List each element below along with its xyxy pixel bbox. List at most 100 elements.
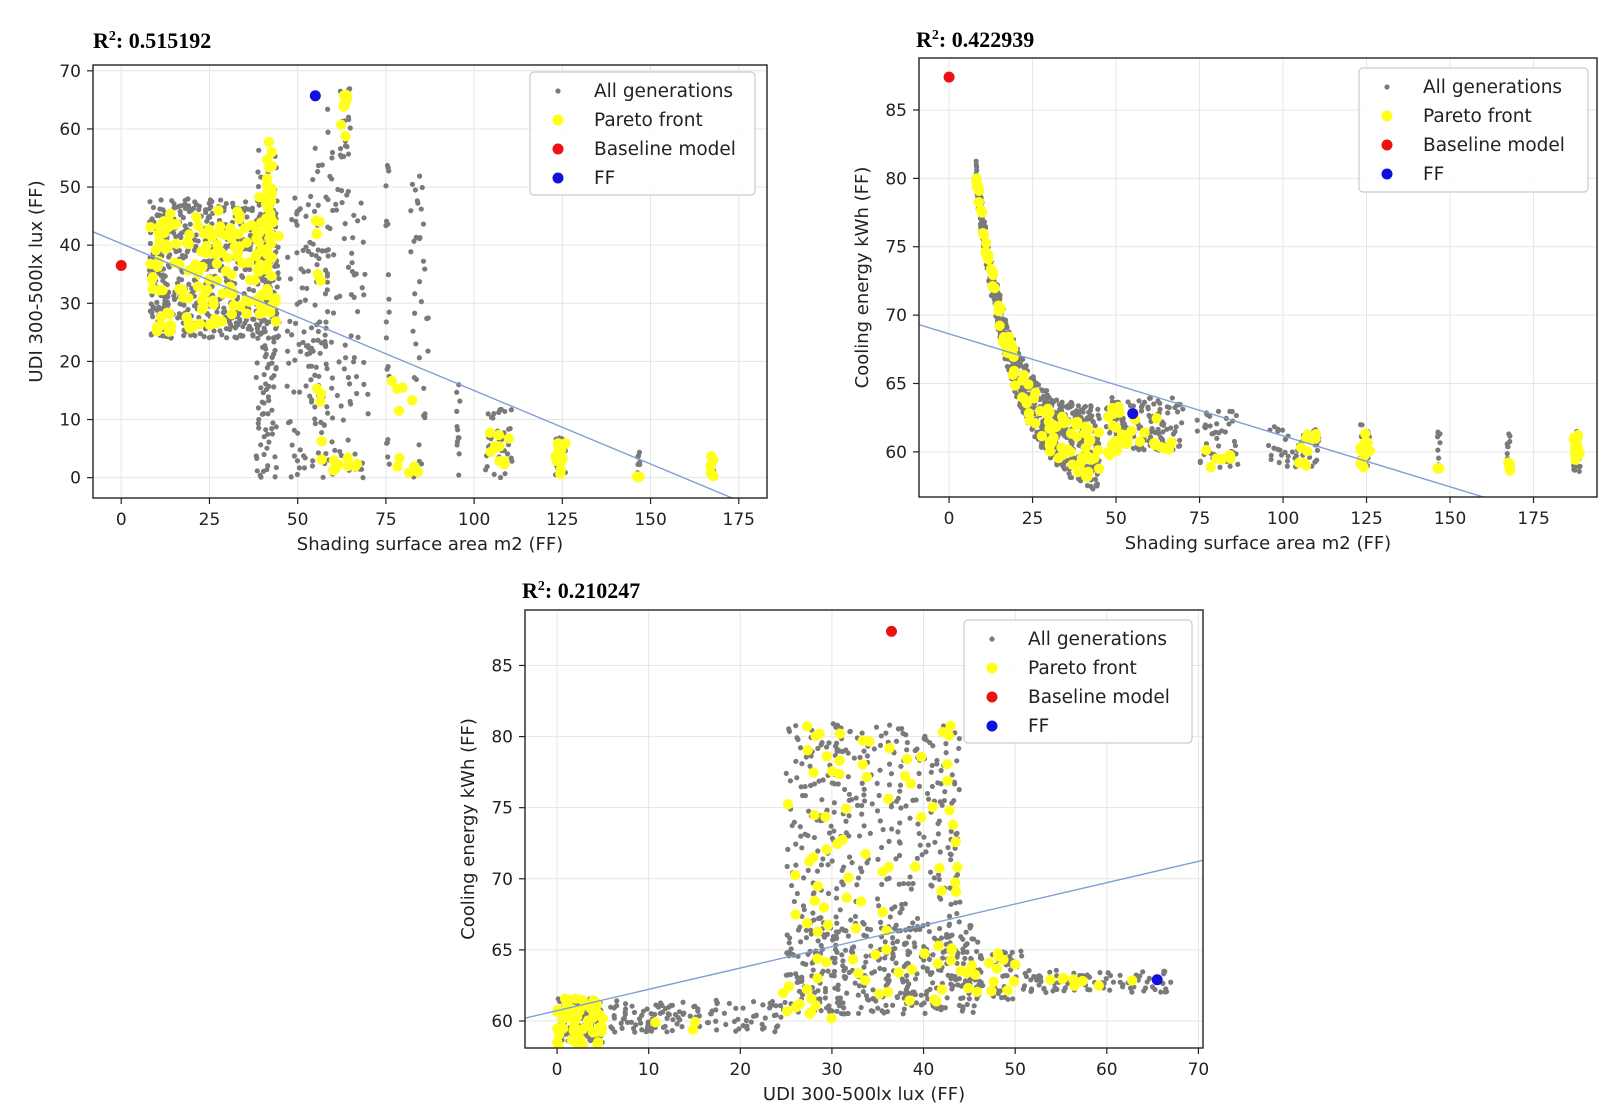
pareto-front-point bbox=[902, 753, 913, 765]
all-generations-point bbox=[624, 1019, 631, 1025]
all-generations-point bbox=[1097, 969, 1103, 976]
all-generations-point bbox=[1152, 429, 1158, 436]
all-generations-point bbox=[680, 999, 686, 1005]
all-generations-point bbox=[960, 961, 967, 967]
all-generations-point bbox=[1160, 429, 1166, 435]
pareto-front-point bbox=[1003, 331, 1015, 342]
all-generations-point bbox=[355, 308, 361, 315]
pareto-front-point bbox=[314, 216, 326, 228]
all-generations-point bbox=[362, 271, 368, 277]
pareto-front-point bbox=[265, 213, 276, 224]
pareto-front-point bbox=[1028, 393, 1039, 404]
all-generations-point bbox=[891, 925, 898, 931]
pareto-front-point bbox=[794, 998, 805, 1010]
pareto-front-point bbox=[1008, 976, 1020, 987]
all-generations-point bbox=[1436, 455, 1442, 461]
x-axis-label: Shading surface area m2 (FF) bbox=[1125, 533, 1391, 554]
all-generations-point bbox=[1140, 969, 1146, 975]
y-tick-label: 40 bbox=[59, 236, 81, 256]
all-generations-point bbox=[977, 978, 983, 984]
pareto-front-point bbox=[932, 958, 944, 969]
pareto-front-point bbox=[899, 770, 911, 782]
all-generations-point bbox=[835, 982, 841, 988]
all-generations-point bbox=[454, 424, 460, 430]
pareto-front-point bbox=[226, 309, 238, 320]
pareto-front-point bbox=[884, 742, 895, 754]
y-tick-label: 85 bbox=[491, 656, 513, 676]
all-generations-point bbox=[708, 1011, 714, 1017]
all-generations-point bbox=[970, 1009, 976, 1015]
all-generations-point bbox=[818, 1008, 824, 1014]
pareto-front-point bbox=[778, 461, 788, 471]
y-tick-label: 10 bbox=[59, 411, 81, 431]
pareto-front-point bbox=[316, 436, 328, 447]
all-generations-point bbox=[883, 976, 889, 982]
all-generations-point bbox=[660, 1024, 667, 1031]
pareto-front-point bbox=[216, 247, 227, 259]
all-generations-point bbox=[910, 880, 916, 887]
y-tick-label: 65 bbox=[491, 941, 513, 961]
all-generations-point bbox=[853, 795, 859, 801]
all-generations-point bbox=[952, 900, 959, 906]
all-generations-point bbox=[1075, 476, 1081, 482]
all-generations-point bbox=[167, 252, 173, 258]
pareto-front-point bbox=[1201, 444, 1212, 456]
pareto-front-point bbox=[1075, 465, 1087, 477]
all-generations-point bbox=[1029, 375, 1035, 381]
all-generations-point bbox=[346, 116, 352, 123]
pareto-front-point bbox=[705, 461, 716, 472]
pareto-front-point bbox=[577, 1024, 588, 1035]
all-generations-point bbox=[674, 1021, 680, 1027]
all-generations-point bbox=[827, 1008, 833, 1014]
all-generations-point bbox=[1576, 468, 1582, 474]
all-generations-point bbox=[811, 890, 817, 896]
pareto-front-point bbox=[184, 322, 195, 333]
all-generations-point bbox=[893, 960, 899, 966]
all-generations-point bbox=[791, 898, 797, 905]
pareto-front-point bbox=[952, 862, 963, 873]
all-generations-point bbox=[265, 411, 271, 417]
all-generations-point bbox=[954, 830, 960, 836]
all-generations-point bbox=[958, 983, 964, 989]
y-tick-label: 60 bbox=[491, 1012, 513, 1032]
all-generations-point bbox=[958, 934, 964, 940]
all-generations-point bbox=[662, 1005, 669, 1012]
pareto-front-point bbox=[1163, 444, 1175, 455]
all-generations-point bbox=[1096, 415, 1102, 422]
all-generations-point bbox=[288, 474, 294, 480]
all-generations-point bbox=[239, 274, 246, 280]
all-generations-point bbox=[324, 404, 330, 410]
all-generations-point bbox=[726, 1000, 732, 1007]
all-generations-point bbox=[921, 735, 927, 742]
all-generations-point bbox=[1117, 979, 1123, 985]
all-generations-point bbox=[926, 956, 933, 963]
pareto-front-point bbox=[783, 468, 793, 478]
all-generations-point bbox=[941, 798, 947, 804]
all-generations-point bbox=[300, 339, 306, 346]
all-generations-point bbox=[349, 260, 355, 266]
y-tick-label: 30 bbox=[59, 294, 81, 314]
x-tick-label: 150 bbox=[1434, 509, 1466, 529]
all-generations-point bbox=[831, 828, 837, 834]
pareto-front-point bbox=[909, 861, 921, 872]
all-generations-point bbox=[342, 342, 348, 348]
all-generations-point bbox=[273, 464, 279, 471]
pareto-front-point bbox=[809, 809, 820, 821]
all-generations-point bbox=[892, 904, 898, 910]
all-generations-point bbox=[937, 849, 943, 855]
all-generations-point bbox=[266, 383, 272, 389]
all-generations-point bbox=[687, 1013, 693, 1019]
all-generations-point bbox=[302, 455, 308, 461]
pareto-front-point bbox=[870, 949, 881, 960]
all-generations-point bbox=[1173, 424, 1179, 430]
all-generations-point bbox=[416, 442, 422, 448]
all-generations-point bbox=[833, 740, 840, 746]
all-generations-point bbox=[1043, 396, 1049, 402]
all-generations-point bbox=[336, 359, 342, 365]
pareto-front-point bbox=[351, 458, 363, 470]
all-generations-point bbox=[307, 393, 313, 399]
pareto-front-point bbox=[556, 444, 567, 455]
all-generations-point bbox=[948, 901, 954, 907]
all-generations-point bbox=[843, 818, 849, 824]
all-generations-point bbox=[881, 966, 887, 973]
